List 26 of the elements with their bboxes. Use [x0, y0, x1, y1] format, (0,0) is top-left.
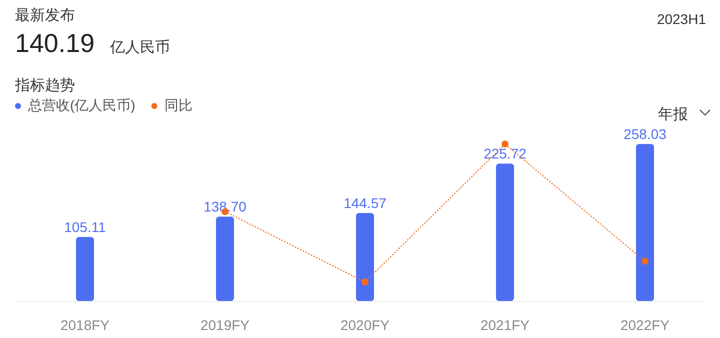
- bar: [496, 164, 514, 301]
- text: 年报: [658, 106, 688, 123]
- point: [362, 278, 368, 286]
- text: 140.19: [15, 28, 95, 58]
- x-tick-label: 2021FY: [480, 317, 530, 333]
- chart-title: 最新发布: [15, 7, 75, 24]
- data-label: 144.57: [344, 195, 387, 212]
- data-label: 258.03: [624, 126, 667, 142]
- bar: [216, 216, 234, 301]
- text: 2023H1: [656, 11, 706, 27]
- bar: [356, 213, 374, 301]
- x-tick-label: 2020FY: [340, 317, 390, 333]
- legend: 同比: [151, 97, 192, 113]
- data-label: 105.11: [64, 219, 106, 236]
- x-tick-label: 2018FY: [60, 317, 110, 333]
- chart-subtitle: 指标趋势: [14, 77, 75, 94]
- legend-label: 同比: [164, 97, 192, 113]
- point: [642, 258, 648, 265]
- text: 亿人民币: [109, 39, 170, 56]
- bar: [636, 144, 654, 301]
- x-tick-label: 2022FY: [620, 317, 670, 333]
- x-tick-label: 2019FY: [200, 317, 250, 333]
- point: [502, 140, 508, 148]
- legend: 总营收(亿人民币): [15, 97, 136, 113]
- bar: [76, 237, 94, 301]
- data-label: 138.70: [204, 198, 247, 215]
